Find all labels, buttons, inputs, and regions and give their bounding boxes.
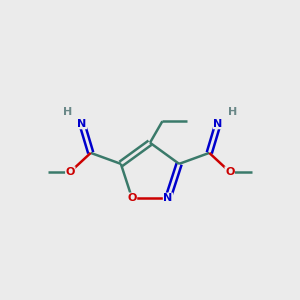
Text: N: N: [213, 119, 223, 129]
Text: N: N: [77, 119, 87, 129]
Text: N: N: [164, 193, 172, 203]
Text: O: O: [225, 167, 234, 177]
Text: O: O: [127, 193, 137, 203]
Text: O: O: [66, 167, 75, 177]
Text: H: H: [228, 107, 237, 117]
Text: H: H: [63, 107, 72, 117]
